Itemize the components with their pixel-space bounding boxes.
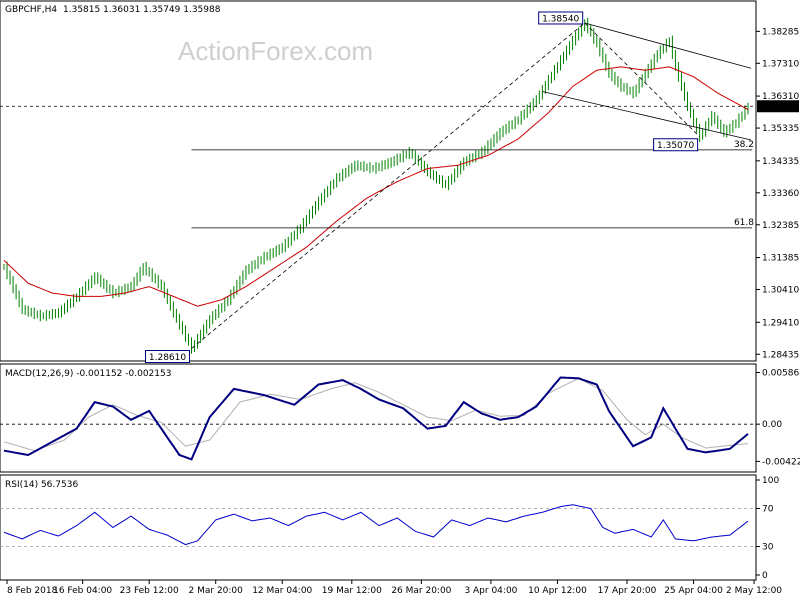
price-tick-label: 1.35335 bbox=[762, 124, 799, 134]
lower-channel-line bbox=[542, 91, 752, 141]
x-tick-label: 17 Apr 20:00 bbox=[598, 586, 657, 596]
rsi-tick-label: 0 bbox=[762, 571, 768, 581]
x-tick-label: 16 Feb 04:00 bbox=[53, 586, 112, 596]
macd-signal-line bbox=[3, 377, 749, 452]
price-tick-label: 1.29410 bbox=[762, 318, 799, 328]
x-tick-label: 2 May 12:00 bbox=[726, 586, 782, 596]
current-price-tag-label: 1.36000 bbox=[762, 102, 799, 112]
macd-tick-label: 0.005862 bbox=[762, 369, 800, 379]
retrace-line bbox=[584, 22, 700, 138]
price-annotation-box bbox=[538, 11, 584, 25]
x-tick-label: 2 Mar 20:00 bbox=[189, 586, 244, 596]
x-tick-label: 8 Feb 2018 bbox=[7, 586, 58, 596]
moving-average-line bbox=[3, 66, 749, 307]
fib-level-label: 38.2 bbox=[734, 140, 754, 150]
macd-tick-label: 0.00 bbox=[762, 420, 782, 430]
rsi-tick-label: 100 bbox=[762, 476, 779, 486]
watermark: ActionForex.com bbox=[178, 36, 373, 66]
price-tick-label: 1.37310 bbox=[762, 59, 799, 69]
price-tick-label: 1.32385 bbox=[762, 221, 799, 231]
x-tick-label: 12 Mar 04:00 bbox=[252, 586, 312, 596]
main-panel bbox=[0, 0, 757, 362]
price-tick-label: 1.36310 bbox=[762, 92, 799, 102]
price-tick-label: 1.34335 bbox=[762, 157, 799, 167]
price-series: 38.2 61.8 1.38540 1.35070 1.28610 bbox=[0, 11, 756, 364]
price-tick-label: 1.31385 bbox=[762, 254, 799, 264]
current-price-tag bbox=[757, 100, 799, 113]
x-tick-label: 25 Apr 04:00 bbox=[664, 586, 723, 596]
upper-channel-line bbox=[584, 22, 752, 69]
price-tick-label: 1.33360 bbox=[762, 189, 799, 199]
x-tick-label: 19 Mar 12:00 bbox=[322, 586, 382, 596]
price-tick-label: 1.30410 bbox=[762, 286, 799, 296]
price-tick-label: 1.28435 bbox=[762, 350, 799, 360]
macd-panel bbox=[0, 363, 757, 473]
macd-line bbox=[3, 376, 749, 461]
rsi-line bbox=[3, 504, 749, 546]
x-tick-label: 3 Apr 04:00 bbox=[464, 586, 517, 596]
rsi-series bbox=[0, 504, 756, 547]
rsi-tick-label: 30 bbox=[762, 543, 774, 553]
ohlc-label: 1.35815 1.36031 1.35749 1.35988 bbox=[63, 5, 221, 15]
macd-label: MACD(12,26,9) -0.001152 -0.002153 bbox=[5, 369, 171, 379]
axes: 1.38285 1.37310 1.36310 1.35335 1.34335 1.333… bbox=[6, 27, 800, 596]
rsi-tick-label: 70 bbox=[762, 505, 774, 515]
price-annotation-box bbox=[653, 138, 699, 152]
price-annotation-label: 1.28610 bbox=[149, 353, 186, 363]
macd-series bbox=[0, 376, 756, 461]
price-annotation-box bbox=[145, 350, 191, 364]
x-tick-label: 10 Apr 12:00 bbox=[528, 586, 587, 596]
symbol-label: GBPCHF,H4 bbox=[5, 5, 57, 15]
fib-level-label: 61.8 bbox=[734, 218, 754, 228]
price-tick-label: 1.38285 bbox=[762, 27, 799, 37]
rising-channel-line bbox=[191, 22, 585, 349]
rsi-panel bbox=[0, 474, 757, 581]
price-annotation-label: 1.35070 bbox=[657, 141, 694, 151]
price-annotation-label: 1.38540 bbox=[542, 14, 579, 24]
x-tick-label: 23 Feb 12:00 bbox=[120, 586, 179, 596]
rsi-label: RSI(14) 56.7536 bbox=[5, 480, 78, 490]
x-tick-label: 26 Mar 20:00 bbox=[391, 586, 451, 596]
macd-tick-label: -0.004225 bbox=[762, 457, 800, 467]
